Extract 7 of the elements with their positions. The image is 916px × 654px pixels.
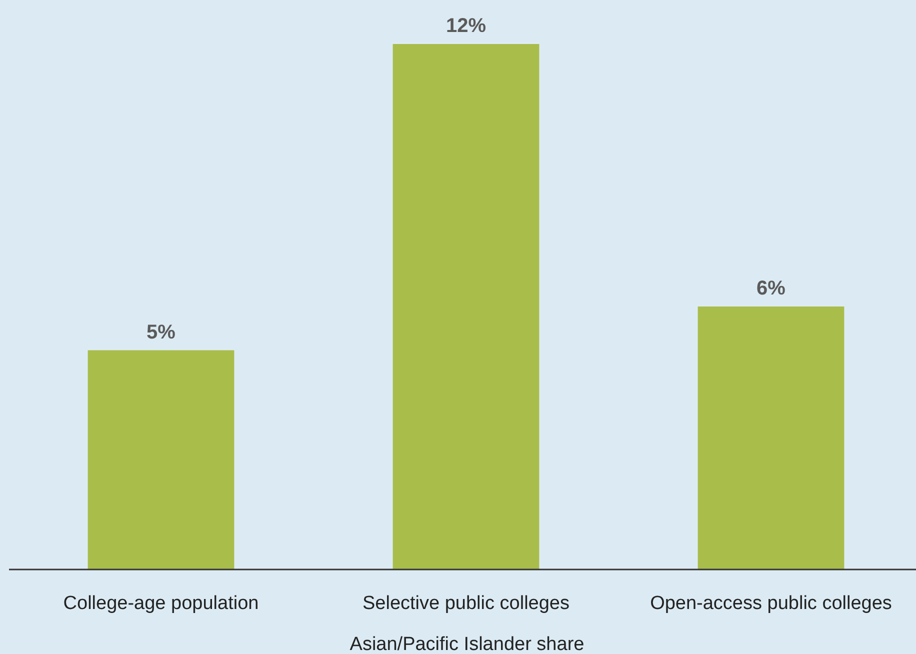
x-tick-label: Selective public colleges xyxy=(362,593,570,614)
data-label: 12% xyxy=(446,15,486,37)
data-label: 6% xyxy=(756,278,786,300)
x-tick-label: College-age population xyxy=(63,593,259,614)
data-label: 5% xyxy=(146,321,176,344)
x-axis-title: Asian/Pacific Islander share xyxy=(350,634,584,654)
x-tick-label: Open-access public colleges xyxy=(650,593,892,614)
